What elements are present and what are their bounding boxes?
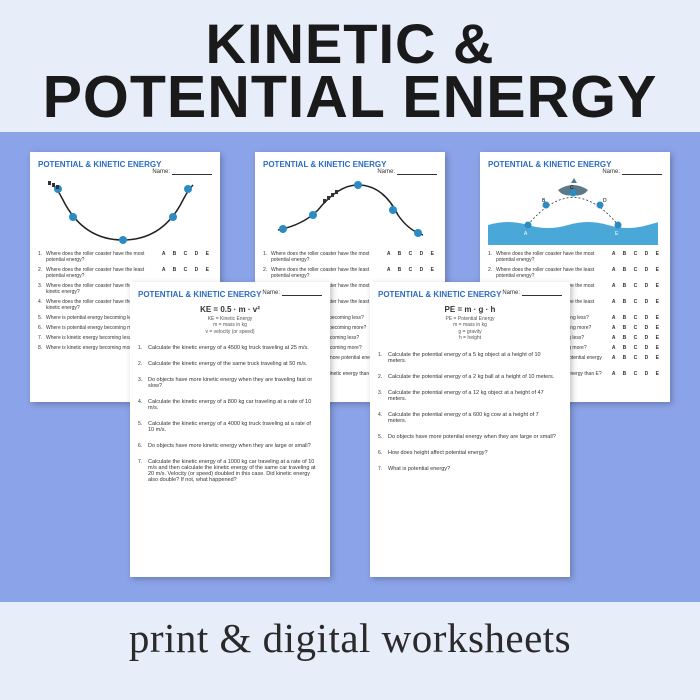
question-row: 2.Where does the roller coaster have the… xyxy=(38,267,212,279)
calc-question: 1.Calculate the potential energy of a 5 … xyxy=(378,352,562,364)
pe-formula-legend: PE = Potential Energym = mass in kgg = g… xyxy=(378,316,562,342)
sheet-title: POTENTIAL & KINETIC ENERGY xyxy=(378,290,501,299)
pe-formula: PE = m · g · h xyxy=(378,305,562,314)
title-line-1: KINETIC & xyxy=(0,18,700,70)
question-row: 2.Where does the roller coaster have the… xyxy=(488,267,662,279)
calc-question: 3.Do objects have more kinetic energy wh… xyxy=(138,377,322,389)
footer-text: print & digital worksheets xyxy=(0,614,700,662)
worksheet-ke-calc: POTENTIAL & KINETIC ENERGY Name: KE = 0.… xyxy=(130,282,330,577)
svg-text:C: C xyxy=(570,185,574,191)
ke-formula: KE = 0.5 · m · v² xyxy=(138,305,322,314)
title-line-2: POTENTIAL ENERGY xyxy=(0,70,700,124)
calc-question: 1.Calculate the kinetic energy of a 4500… xyxy=(138,345,322,351)
main-title: KINETIC & POTENTIAL ENERGY xyxy=(0,18,700,124)
question-row: 2.Where does the roller coaster have the… xyxy=(263,267,437,279)
calc-question: 7.Calculate the kinetic energy of a 1000… xyxy=(138,459,322,483)
calc-question: 5.Do objects have more potential energy … xyxy=(378,434,562,440)
calc-question: 2.Calculate the potential energy of a 2 … xyxy=(378,374,562,380)
name-field: Name: xyxy=(262,290,322,296)
calc-question: 7.What is potential energy? xyxy=(378,466,562,472)
calc-question: 4.Calculate the kinetic energy of a 800 … xyxy=(138,399,322,411)
sheet-title: POTENTIAL & KINETIC ENERGY xyxy=(488,160,611,169)
calc-question: 5.Calculate the kinetic energy of a 4000… xyxy=(138,421,322,433)
dolphin-diagram: AB CD E xyxy=(488,175,662,245)
calc-question: 4.Calculate the potential energy of a 60… xyxy=(378,412,562,424)
question-row: 1.Where does the roller coaster have the… xyxy=(38,251,212,263)
header: KINETIC & POTENTIAL ENERGY xyxy=(0,0,700,132)
sheet-title: POTENTIAL & KINETIC ENERGY xyxy=(263,160,386,169)
svg-text:D: D xyxy=(603,198,607,204)
calc-question: 3.Calculate the potential energy of a 12… xyxy=(378,390,562,402)
calc-question: 6.Do objects have more kinetic energy wh… xyxy=(138,443,322,449)
hill-curve-diagram xyxy=(263,175,437,245)
u-curve-diagram xyxy=(38,175,212,245)
worksheet-area: POTENTIAL & KINETIC ENERGY Name: 1.Where… xyxy=(0,132,700,602)
question-row: 1.Where does the roller coaster have the… xyxy=(488,251,662,263)
question-row: 1.Where does the roller coaster have the… xyxy=(263,251,437,263)
calc-question: 6.How does height affect potential energ… xyxy=(378,450,562,456)
worksheet-pe-calc: POTENTIAL & KINETIC ENERGY Name: PE = m … xyxy=(370,282,570,577)
calc-question: 2.Calculate the kinetic energy of the sa… xyxy=(138,361,322,367)
name-field: Name: xyxy=(502,290,562,296)
sheet-title: POTENTIAL & KINETIC ENERGY xyxy=(138,290,261,299)
sheet-title: POTENTIAL & KINETIC ENERGY xyxy=(38,160,161,169)
ke-formula-legend: KE = Kinetic Energym = mass in kgv = vel… xyxy=(138,316,322,336)
footer: print & digital worksheets xyxy=(0,602,700,674)
